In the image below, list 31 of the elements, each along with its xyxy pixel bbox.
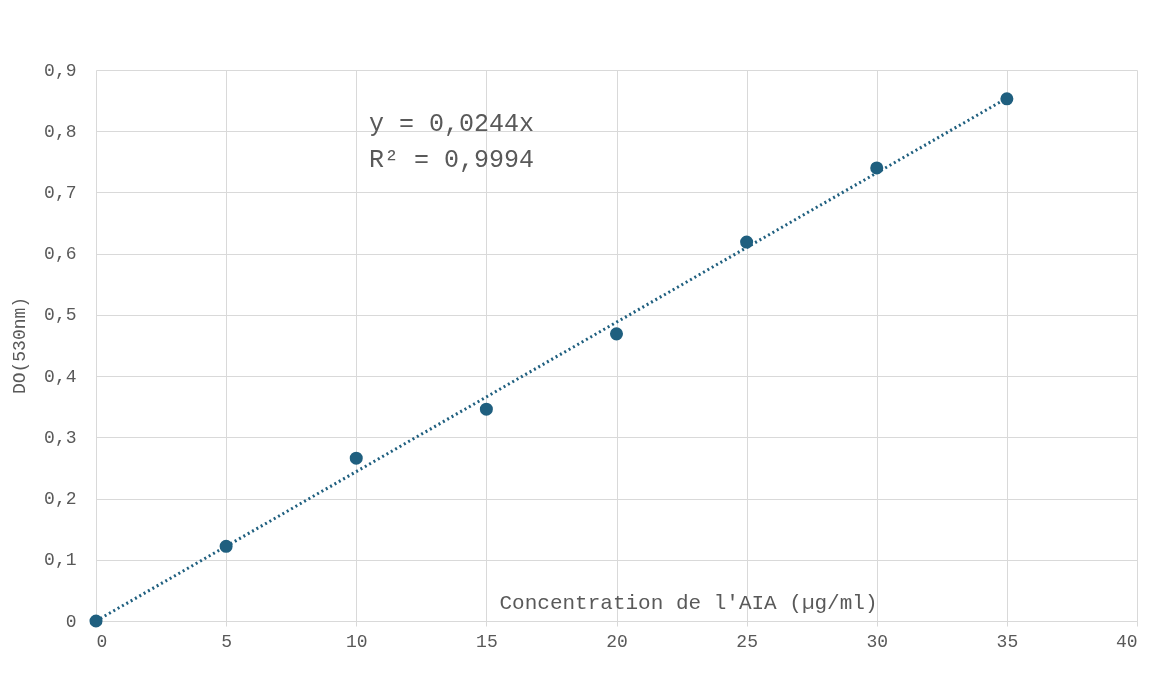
y-tick-label: 0,3 bbox=[44, 427, 77, 448]
point bbox=[219, 539, 233, 553]
x-axis-title: Concentration de l'AIA (µg/ml) bbox=[499, 591, 878, 615]
x-tick-label: 40 bbox=[1115, 631, 1138, 652]
x-tick-label: 35 bbox=[996, 631, 1019, 652]
point bbox=[89, 614, 103, 628]
x-tick-label: 25 bbox=[736, 631, 758, 652]
point bbox=[609, 327, 624, 341]
y-tick-label: 0 bbox=[65, 611, 77, 632]
y-tick-label: 0,1 bbox=[44, 550, 77, 571]
x-tick-label: 5 bbox=[221, 631, 233, 652]
point bbox=[1000, 92, 1014, 106]
y-axis-title: DO(530nm) bbox=[9, 296, 30, 395]
x-tick-label: 15 bbox=[476, 631, 498, 652]
point bbox=[349, 451, 363, 465]
annotation: R² = 0,9994 bbox=[369, 146, 535, 175]
point bbox=[870, 161, 884, 175]
annotation: y = 0,0244x bbox=[369, 110, 535, 139]
point bbox=[740, 235, 754, 249]
x-tick-label: 20 bbox=[606, 631, 628, 652]
x-tick-label: 0 bbox=[96, 631, 108, 652]
y-tick-label: 0,4 bbox=[44, 366, 77, 387]
y-tick-label: 0,2 bbox=[44, 489, 77, 510]
y-tick-label: 0,7 bbox=[44, 182, 77, 203]
y-tick-label: 0,9 bbox=[44, 60, 77, 81]
y-tick-label: 0,5 bbox=[44, 305, 77, 326]
x-tick-label: 30 bbox=[866, 631, 889, 652]
point bbox=[479, 402, 493, 416]
y-tick-label: 0,6 bbox=[44, 244, 77, 265]
y-tick-label: 0,8 bbox=[44, 121, 77, 142]
x-tick-label: 10 bbox=[345, 631, 368, 652]
